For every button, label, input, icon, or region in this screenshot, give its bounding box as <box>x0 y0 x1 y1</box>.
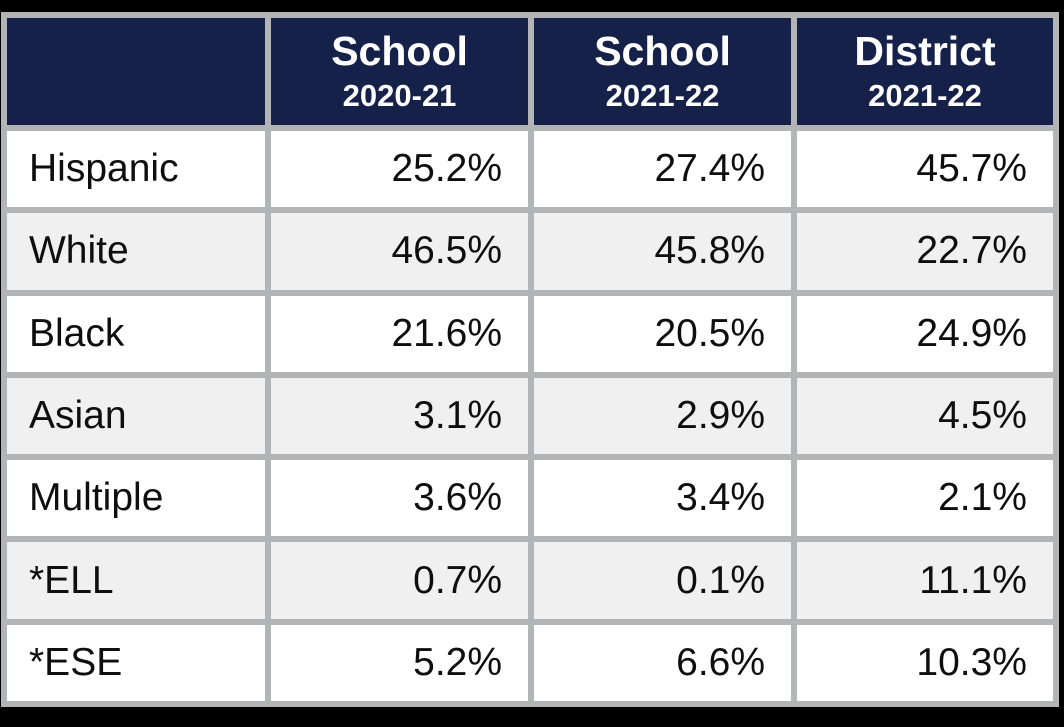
header-row: School 2020-21 School 2021-22 District 2021-2… <box>0 12 1059 131</box>
column-year: 2020-21 <box>342 78 457 114</box>
cell-value: 2.1% <box>791 454 1059 543</box>
row-label: Black <box>0 289 272 378</box>
cell-value: 5.2% <box>265 618 535 708</box>
corner-header-cell <box>0 12 272 131</box>
cell-value: 24.9% <box>791 289 1059 378</box>
cell-value: 2.9% <box>528 371 798 461</box>
cell-value: 10.3% <box>791 618 1059 708</box>
table-row: *ELL 0.7% 0.1% 11.1% <box>0 536 1059 625</box>
table-row: Asian 3.1% 2.9% 4.5% <box>0 371 1059 461</box>
row-label: *ESE <box>0 618 272 708</box>
cell-value: 3.6% <box>265 454 535 543</box>
cell-value: 45.8% <box>528 207 798 296</box>
column-header-2: School 2021-22 <box>528 12 798 131</box>
cell-value: 45.7% <box>791 124 1059 214</box>
cell-value: 3.1% <box>265 371 535 461</box>
row-label: Asian <box>0 371 272 461</box>
column-title: School <box>594 28 731 75</box>
row-label: Multiple <box>0 454 272 543</box>
cell-value: 46.5% <box>265 207 535 296</box>
cell-value: 21.6% <box>265 289 535 378</box>
column-year: 2021-22 <box>868 78 982 114</box>
cell-value: 25.2% <box>265 124 535 214</box>
table-row: Multiple 3.6% 3.4% 2.1% <box>0 454 1059 543</box>
cell-value: 3.4% <box>528 454 798 543</box>
cell-value: 22.7% <box>791 207 1059 296</box>
cell-value: 11.1% <box>791 536 1059 625</box>
column-year: 2021-22 <box>605 78 720 114</box>
cell-value: 4.5% <box>791 371 1059 461</box>
row-label: White <box>0 207 272 296</box>
table-row: White 46.5% 45.8% 22.7% <box>0 207 1059 296</box>
column-header-3: District 2021-22 <box>791 12 1059 131</box>
row-label: *ELL <box>0 536 272 625</box>
cell-value: 0.7% <box>265 536 535 625</box>
cell-value: 6.6% <box>528 618 798 708</box>
cell-value: 27.4% <box>528 124 798 214</box>
table-row: Hispanic 25.2% 27.4% 45.7% <box>0 124 1059 214</box>
table-row: Black 21.6% 20.5% 24.9% <box>0 289 1059 378</box>
column-title: School <box>331 28 468 75</box>
demographics-table: School 2020-21 School 2021-22 District 2021-2… <box>0 12 1059 708</box>
cell-value: 0.1% <box>528 536 798 625</box>
cell-value: 20.5% <box>528 289 798 378</box>
row-label: Hispanic <box>0 124 272 214</box>
table-row: *ESE 5.2% 6.6% 10.3% <box>0 618 1059 708</box>
column-title: District <box>854 28 996 75</box>
column-header-1: School 2020-21 <box>265 12 535 131</box>
table-header: School 2020-21 School 2021-22 District 2021-2… <box>0 12 1059 131</box>
table-body: Hispanic 25.2% 27.4% 45.7% White 46.5% 45.8% 22… <box>0 124 1059 708</box>
